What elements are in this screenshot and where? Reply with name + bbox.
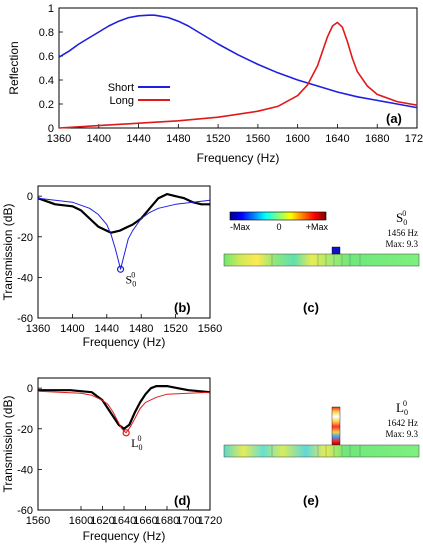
x-axis-label-d: Frequency (Hz) xyxy=(83,529,166,543)
x-tick-label-a: 1360 xyxy=(47,133,71,145)
x-tick-label-a: 1560 xyxy=(246,133,270,145)
x-tick-label-a: 1680 xyxy=(365,133,389,145)
mode-max-e: Max: 9.3 xyxy=(386,429,419,439)
mode-symbol-e: L00 xyxy=(396,399,408,417)
y-tick-label-b: -20 xyxy=(17,232,33,244)
panel-label-a: (a) xyxy=(386,111,402,126)
colorbar-mid-label: 0 xyxy=(276,222,281,232)
resonance-marker-d: L00 xyxy=(122,429,142,452)
x-tick-label-a: 1400 xyxy=(87,133,111,145)
duct-field-c xyxy=(223,253,420,267)
resonance-marker-b: S00 xyxy=(116,265,137,288)
y-tick-label-a: 0.6 xyxy=(39,51,54,63)
y-tick-label-a: 0.2 xyxy=(39,99,54,111)
series-line-d-1 xyxy=(37,390,211,434)
x-tick-label-d: 1620 xyxy=(90,515,114,527)
x-tick-label-a: 1440 xyxy=(126,133,150,145)
legend-label-long: Long xyxy=(110,95,134,107)
series-lines-d xyxy=(37,385,211,434)
series-line-a-0 xyxy=(58,14,418,109)
colorbar-max-label: +Max xyxy=(306,222,329,232)
x-tick-label-b: 1560 xyxy=(198,323,222,335)
x-tick-label-a: 1640 xyxy=(325,133,349,145)
x-tick-label-a: 1720 xyxy=(405,133,423,145)
y-tick-label-a: 1 xyxy=(48,3,54,15)
mode-max-c: Max: 9.3 xyxy=(386,239,419,249)
y-tick-label-d: 0 xyxy=(27,383,33,395)
resonance-label-d: L00 xyxy=(131,434,142,452)
x-tick-label-d: 1660 xyxy=(133,515,157,527)
legend-a: Short Long xyxy=(108,82,170,107)
duct-field-e xyxy=(223,444,420,458)
x-axis-label-b: Frequency (Hz) xyxy=(83,335,166,349)
axis-ticks-b: 1360 1400 1440 1480 1520 1560 0 -20 -40 -60 xyxy=(17,191,222,335)
mode-symbol-c: S00 xyxy=(396,209,407,227)
mode-frequency-e: 1642 Hz xyxy=(387,418,418,428)
series-lines-b xyxy=(37,193,211,270)
y-tick-label-a: 0.8 xyxy=(39,27,54,39)
y-axis-label-b: Transmission (dB) xyxy=(1,204,15,301)
x-tick-label-b: 1480 xyxy=(129,323,153,335)
panel-c-mode-field-map: -Max 0 +Max S00 1456 Hz Max: 9.3 (c) xyxy=(223,209,420,315)
y-tick-label-b: -60 xyxy=(17,313,33,325)
y-tick-label-b: 0 xyxy=(27,191,33,203)
x-tick-label-d: 1560 xyxy=(26,515,50,527)
x-tick-label-d: 1680 xyxy=(155,515,179,527)
duct-mesh-lines-e xyxy=(271,445,361,457)
x-tick-label-b: 1520 xyxy=(163,323,187,335)
resonator-stub-e xyxy=(331,406,341,446)
y-tick-label-d: -40 xyxy=(17,464,33,476)
resonance-point-b xyxy=(116,265,125,273)
y-axis-label-a: Reflection xyxy=(7,41,21,94)
y-tick-label-a: 0 xyxy=(48,123,54,135)
series-line-a-1 xyxy=(58,21,418,129)
resonance-point-d xyxy=(122,429,130,437)
x-axis-label-a: Frequency (Hz) xyxy=(197,151,280,165)
panel-label-e: (e) xyxy=(303,493,319,508)
plot-frame-d xyxy=(37,377,211,511)
x-tick-label-a: 1480 xyxy=(166,133,190,145)
resonator-stub-c xyxy=(331,246,341,255)
panel-b-transmission-chart: 1360 1400 1440 1480 1520 1560 0 -20 -40 -60 S00 F… xyxy=(1,185,222,349)
x-tick-label-d: 1720 xyxy=(198,515,222,527)
x-tick-label-a: 1600 xyxy=(285,133,309,145)
resonance-label-b: S00 xyxy=(126,270,137,288)
x-tick-label-d: 1600 xyxy=(69,515,93,527)
series-line-b-1 xyxy=(37,197,211,270)
panel-label-c: (c) xyxy=(303,300,319,315)
panel-e-mode-field-map: L00 1642 Hz Max: 9.3 (e) xyxy=(223,399,420,508)
series-lines-a xyxy=(58,14,418,129)
y-tick-label-b: -40 xyxy=(17,272,33,284)
axis-ticks-a: 1360 1400 1440 1480 1520 1560 1600 1640 1680 172 0… xyxy=(39,3,423,145)
mode-label-e: L00 1642 Hz Max: 9.3 xyxy=(386,399,419,439)
x-tick-label-b: 1400 xyxy=(60,323,84,335)
panel-label-d: (d) xyxy=(174,493,191,508)
colorbar-min-label: -Max xyxy=(230,222,250,232)
x-tick-label-d: 1640 xyxy=(112,515,136,527)
x-tick-label-a: 1520 xyxy=(206,133,230,145)
colorbar xyxy=(229,211,327,221)
panel-a-reflection-chart: 1360 1400 1440 1480 1520 1560 1600 1640 1680 172 0… xyxy=(7,3,423,165)
panel-label-b: (b) xyxy=(174,300,191,315)
mode-label-c: S00 1456 Hz Max: 9.3 xyxy=(386,209,419,249)
x-tick-label-b: 1360 xyxy=(26,323,50,335)
x-tick-label-d: 1700 xyxy=(176,515,200,527)
y-tick-label-d: -20 xyxy=(17,424,33,436)
y-axis-label-d: Transmission (dB) xyxy=(1,396,15,493)
mode-frequency-c: 1456 Hz xyxy=(387,228,418,238)
legend-label-short: Short xyxy=(108,82,134,94)
series-line-b-0 xyxy=(37,193,210,234)
duct-mesh-lines-c xyxy=(271,254,361,266)
y-tick-label-d: -60 xyxy=(17,505,33,517)
plot-frame-a xyxy=(58,7,418,129)
series-line-d-0 xyxy=(38,385,211,430)
plot-frame-b xyxy=(37,185,211,319)
x-tick-label-b: 1440 xyxy=(95,323,119,335)
y-tick-label-a: 0.4 xyxy=(39,75,54,87)
